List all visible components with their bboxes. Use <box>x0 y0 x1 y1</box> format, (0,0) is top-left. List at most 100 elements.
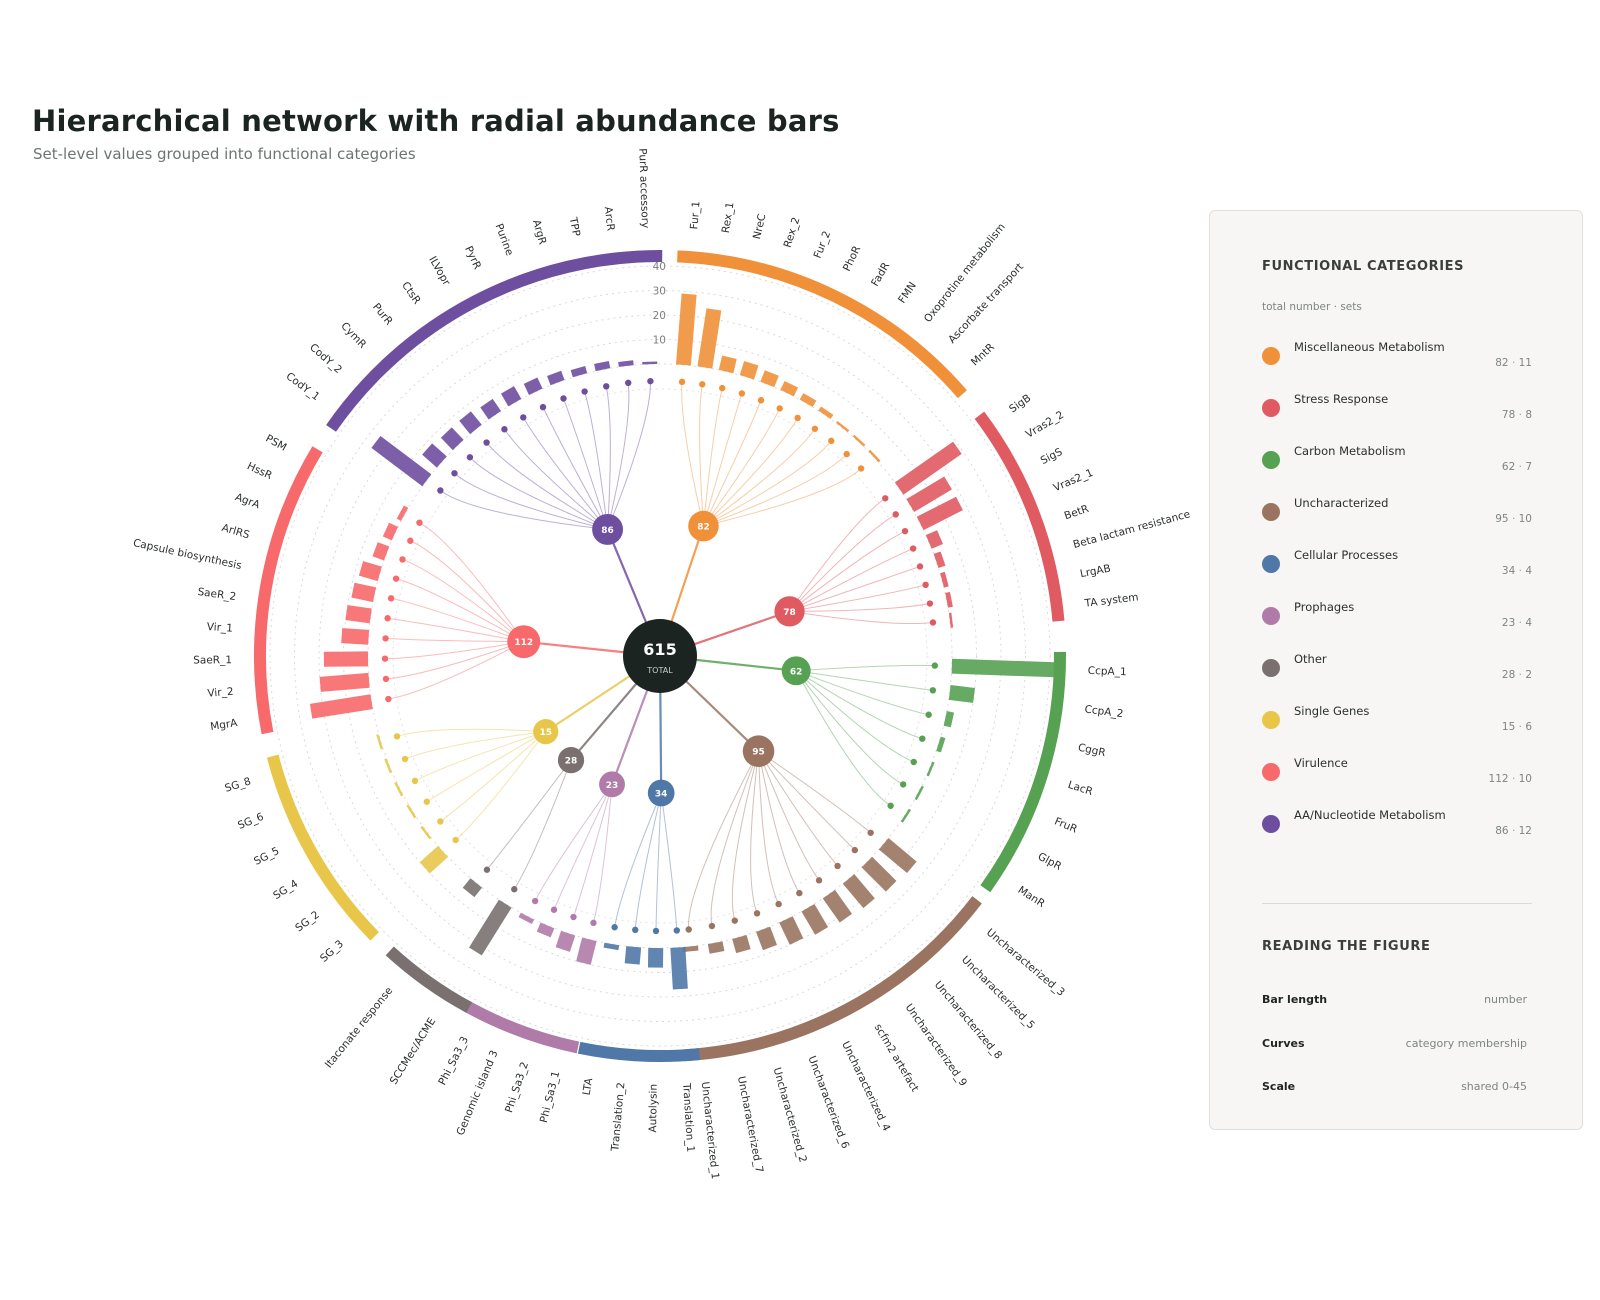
set-dot <box>451 470 458 477</box>
category-hub <box>592 513 624 545</box>
set-dot <box>738 390 746 397</box>
set-label: Vir_1 <box>206 621 233 635</box>
membership-curve <box>758 750 838 867</box>
membership-curve <box>702 393 743 527</box>
legend-item-total: 62 <box>1501 461 1516 473</box>
abundance-bar <box>906 476 952 513</box>
set-dot <box>611 924 618 931</box>
set-dot <box>776 405 783 412</box>
legend-swatch <box>1262 711 1280 729</box>
set-label: Vir_2 <box>207 686 234 700</box>
set-dot <box>407 537 414 544</box>
membership-curve <box>534 784 613 902</box>
set-dot <box>411 777 419 785</box>
set-dot <box>382 635 389 642</box>
nodes-layer: 82 78 62 95 34 23 28 15 112 86 615 TOTAL <box>381 377 939 935</box>
abundance-bar <box>779 916 804 945</box>
set-dot <box>387 595 395 602</box>
category-hub <box>533 719 559 745</box>
abundance-bar <box>732 934 751 954</box>
membership-curve <box>469 456 608 530</box>
set-dot <box>753 910 761 917</box>
reading-heading: READING THE FIGURE <box>1262 939 1431 954</box>
abundance-bar <box>376 734 383 750</box>
abundance-bar <box>406 804 417 819</box>
set-dot <box>929 687 937 694</box>
reading-row-value: category membership <box>1405 1037 1527 1050</box>
abundance-bar <box>642 361 658 365</box>
category-arc <box>266 754 379 941</box>
category-hub-value: 86 <box>601 526 614 536</box>
set-label: SG_6 <box>236 811 266 832</box>
category-arc <box>980 651 1066 893</box>
abundance-bar <box>933 551 946 569</box>
legend-item-name: Other <box>1294 652 1327 666</box>
abundance-bar <box>801 903 829 935</box>
category-link <box>523 640 625 654</box>
set-dot <box>857 465 865 472</box>
set-label: CggR <box>1077 742 1107 760</box>
legend-stat-separator: · <box>1511 825 1516 837</box>
set-dot <box>757 397 765 404</box>
abundance-bar <box>372 542 390 561</box>
legend-item-total: 15 <box>1501 721 1516 733</box>
membership-curve <box>385 641 524 660</box>
set-label: SG_2 <box>293 909 322 935</box>
set-label: CtsR <box>399 280 423 307</box>
legend-item-name: Virulence <box>1294 756 1348 770</box>
legend-swatch <box>1262 555 1280 573</box>
membership-curve <box>440 490 608 530</box>
set-dot <box>381 655 389 662</box>
abundance-bar <box>309 694 373 719</box>
set-dot <box>925 711 932 718</box>
center-node <box>623 619 697 693</box>
membership-curve <box>702 388 723 527</box>
center-total-value: 615 <box>643 640 676 659</box>
set-label: LTA <box>581 1076 596 1096</box>
set-label: PurR accessory <box>636 148 651 228</box>
set-label: SaeR_1 <box>193 654 232 666</box>
set-label: Purine <box>493 222 516 257</box>
reading-row: Bar length number <box>1262 993 1527 1013</box>
set-label: SaeR_2 <box>197 586 237 603</box>
category-link <box>670 525 705 623</box>
abundance-bar <box>603 942 620 951</box>
set-dot <box>384 615 391 622</box>
legend-item-stats: 95 · 10 <box>1495 513 1532 525</box>
membership-curve <box>419 522 525 642</box>
abundance-bar <box>555 930 576 952</box>
category-link <box>695 658 797 672</box>
membership-curve <box>634 792 662 930</box>
set-dot <box>392 575 400 582</box>
abundance-bar <box>469 899 512 956</box>
set-label: Phi_Sa3_2 <box>503 1060 531 1114</box>
membership-curve <box>426 731 547 803</box>
category-hub-value: 34 <box>655 789 668 799</box>
legend-stat-separator: · <box>1518 409 1522 421</box>
abundance-bar <box>948 684 975 703</box>
set-dot <box>385 695 392 703</box>
category-link <box>570 682 638 761</box>
set-dot <box>652 927 660 935</box>
bars-layer <box>254 250 1066 1062</box>
legend-item-sets: 7 <box>1525 461 1532 473</box>
membership-curve <box>789 565 921 612</box>
set-dot <box>647 377 654 385</box>
membership-curve <box>414 731 546 782</box>
set-label: FadR <box>869 260 892 288</box>
set-label: TA system <box>1083 591 1139 610</box>
set-label: Fur_1 <box>688 201 702 230</box>
membership-curve <box>703 468 862 527</box>
abundance-bar <box>480 398 501 420</box>
membership-curve <box>789 610 934 625</box>
set-label: SigB <box>1007 392 1033 415</box>
set-dot <box>531 897 539 905</box>
set-dot <box>887 802 894 809</box>
abundance-bar <box>422 443 447 468</box>
set-dot <box>632 926 639 934</box>
legend-item-total: 86 <box>1495 825 1509 837</box>
set-label: ArgR <box>530 218 548 246</box>
legend-item-name: Carbon Metabolism <box>1294 444 1406 458</box>
membership-curve <box>655 792 662 931</box>
set-dot <box>775 900 782 908</box>
